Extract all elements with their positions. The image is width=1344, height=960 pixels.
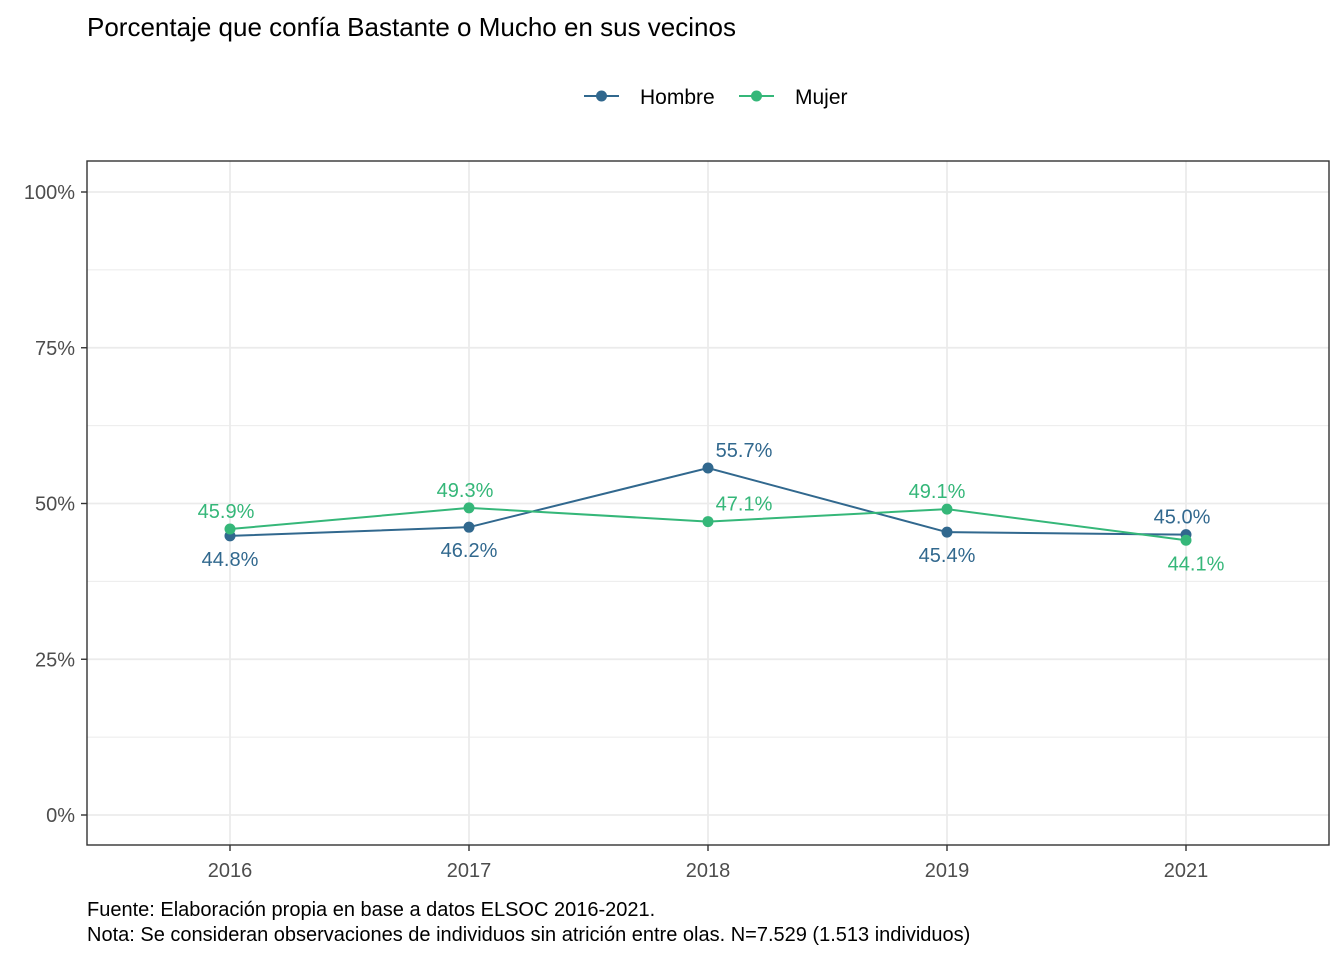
caption-note: Nota: Se consideran observaciones de ind…	[87, 924, 970, 946]
data-label-mujer: 45.9%	[198, 501, 255, 523]
data-label-mujer: 47.1%	[716, 494, 773, 516]
data-label-hombre: 45.4%	[919, 545, 976, 567]
data-point-hombre	[941, 526, 953, 538]
data-label-hombre: 46.2%	[441, 540, 498, 562]
x-axis: 2016 2017 2018 2019 2021	[208, 845, 1209, 882]
y-tick-label: 0%	[46, 805, 75, 827]
data-label-hombre: 44.8%	[202, 549, 259, 571]
legend-key-point	[751, 90, 762, 102]
data-point-hombre	[702, 462, 714, 474]
series-layer: 44.8% 46.2% 55.7% 45.4% 45.0% 45.9% 49.3% 47.1%…	[198, 440, 1225, 575]
data-point-mujer	[224, 523, 236, 535]
x-tick-label: 2017	[447, 860, 492, 882]
caption-source: Fuente: Elaboración propia en base a dat…	[87, 899, 655, 921]
x-tick-label: 2018	[686, 860, 731, 882]
data-label-mujer: 49.3%	[437, 480, 494, 502]
data-point-mujer	[941, 503, 953, 515]
data-point-mujer	[463, 502, 475, 514]
legend-key-point	[596, 90, 607, 102]
data-point-hombre	[463, 521, 475, 533]
data-label-hombre: 45.0%	[1154, 507, 1211, 529]
y-tick-label: 75%	[35, 338, 75, 360]
data-label-mujer: 49.1%	[909, 481, 966, 503]
data-label-hombre: 55.7%	[716, 440, 773, 462]
x-tick-label: 2021	[1164, 860, 1209, 882]
legend: Hombre Mujer	[584, 86, 848, 109]
y-axis: 0% 25% 50% 75% 100%	[24, 182, 87, 827]
y-tick-label: 100%	[24, 182, 75, 204]
data-point-mujer	[702, 516, 714, 528]
y-tick-label: 25%	[35, 649, 75, 671]
legend-label-hombre: Hombre	[640, 86, 715, 109]
x-tick-label: 2019	[925, 860, 970, 882]
y-tick-label: 50%	[35, 494, 75, 516]
data-point-mujer	[1180, 534, 1192, 546]
chart-title: Porcentaje que confía Bastante o Mucho e…	[87, 12, 736, 42]
legend-label-mujer: Mujer	[795, 86, 848, 109]
data-label-mujer: 44.1%	[1168, 553, 1225, 575]
x-tick-label: 2016	[208, 860, 253, 882]
grid-major	[87, 161, 1329, 845]
